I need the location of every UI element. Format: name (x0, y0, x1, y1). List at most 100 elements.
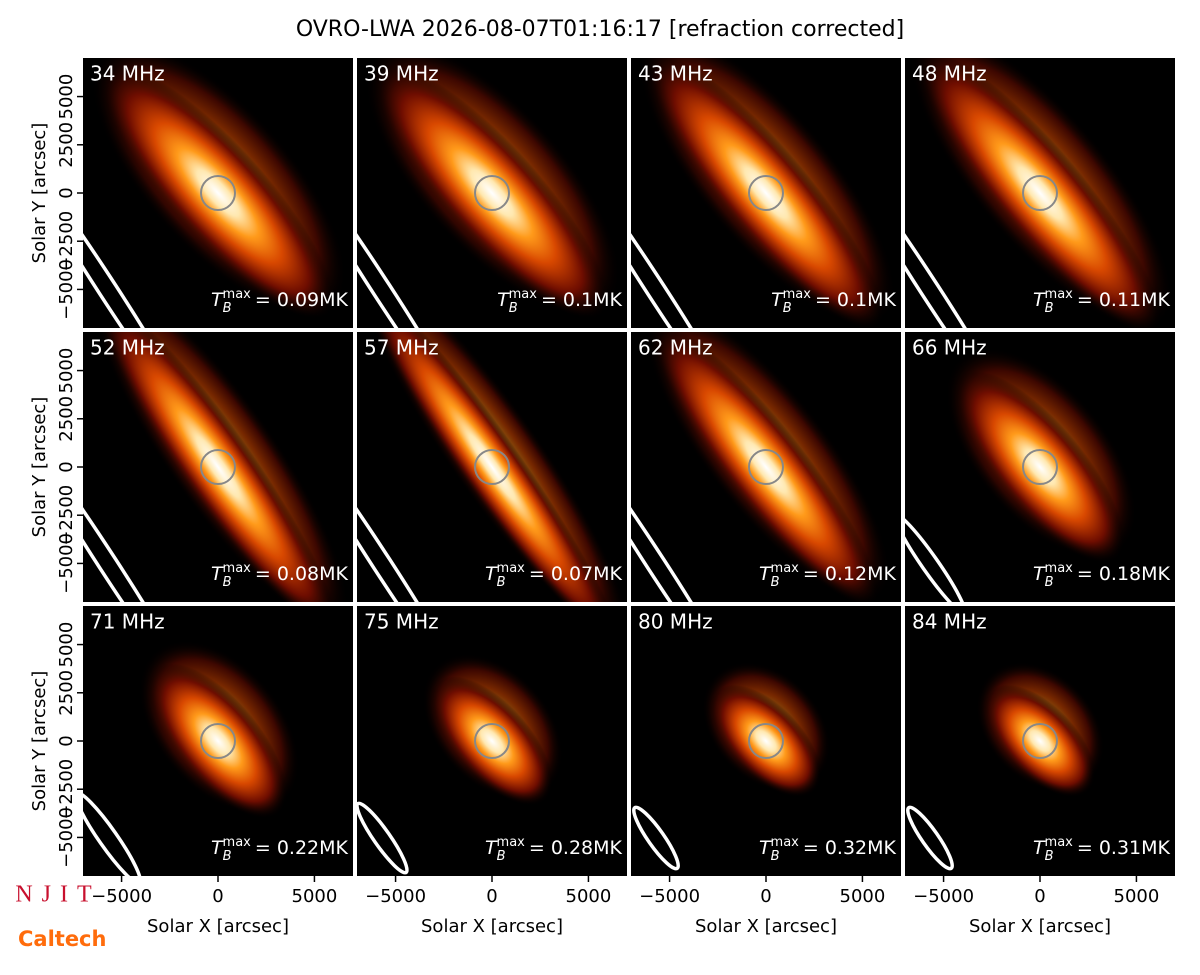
emission (710, 684, 822, 798)
solar-disk (474, 175, 510, 211)
tb-value: = 0.32MK (803, 837, 897, 859)
tb-sup: max (223, 835, 252, 850)
tb-sub: B (223, 575, 232, 590)
panel-title: 52 MHz (90, 336, 165, 360)
tb-annotation: TBmax = 0.22MK (211, 835, 349, 864)
panel-title: 62 MHz (638, 336, 713, 360)
y-tick-label: −5000 (56, 259, 77, 320)
tb-sub: B (223, 301, 232, 316)
solar-disk (200, 449, 236, 485)
tb-sup: max (497, 561, 526, 576)
solar-disk (748, 723, 784, 759)
tb-sup: max (1045, 835, 1074, 850)
tb-annotation: TBmax = 0.31MK (1033, 835, 1171, 864)
tb-symbol: T (1033, 289, 1046, 311)
y-tick-label: 0 (56, 735, 77, 746)
tb-sub: B (509, 301, 518, 316)
emission (955, 370, 1125, 564)
beam (631, 162, 740, 328)
tb-symbol: T (485, 563, 498, 585)
tb-annotation: TBmax = 0.11MK (1033, 287, 1171, 316)
tb-value: = 0.18MK (1077, 563, 1171, 585)
x-tick-label: 0 (212, 886, 223, 907)
beam (631, 436, 740, 602)
y-axis-label: Solar Y [arcsec] (29, 397, 50, 538)
solar-disk (474, 449, 510, 485)
tb-sup: max (771, 561, 800, 576)
x-tick-label: 0 (486, 886, 497, 907)
y-tick-label: −2500 (56, 759, 77, 820)
tb-annotation: TBmax = 0.08MK (211, 561, 349, 590)
beam (906, 805, 954, 871)
x-tick-label: −5000 (913, 886, 974, 907)
tb-sup: max (771, 835, 800, 850)
tb-value: = 0.07MK (529, 563, 623, 585)
x-tick-label: −5000 (91, 886, 152, 907)
tb-symbol: T (1033, 837, 1046, 859)
tb-sub: B (223, 849, 232, 864)
y-tick-label: 5000 (56, 74, 77, 120)
beam (83, 436, 192, 602)
y-tick-label: 0 (56, 187, 77, 198)
solar-disk (200, 175, 236, 211)
panel-title: 80 MHz (638, 610, 713, 634)
panel-title: 71 MHz (90, 610, 165, 634)
y-tick-label: −2500 (56, 211, 77, 272)
tb-value: = 0.1MK (541, 289, 623, 311)
beam (357, 436, 466, 602)
solar-disk (748, 449, 784, 485)
tb-sub: B (1045, 575, 1054, 590)
panel-title: 57 MHz (364, 336, 439, 360)
panel-title: 48 MHz (912, 62, 987, 86)
tb-sub: B (497, 575, 506, 590)
tb-sub: B (783, 301, 792, 316)
x-tick-label: 5000 (1114, 886, 1160, 907)
solar-disk (474, 723, 510, 759)
x-tick-label: −5000 (365, 886, 426, 907)
tb-sup: max (1045, 287, 1074, 302)
beam (83, 162, 192, 328)
tb-sup: max (509, 287, 538, 302)
tb-symbol: T (759, 563, 772, 585)
tb-value: = 0.08MK (255, 563, 349, 585)
panel (83, 58, 353, 328)
emission (919, 58, 1161, 328)
x-tick-label: −5000 (639, 886, 700, 907)
beam (83, 790, 143, 876)
x-tick-label: 0 (1034, 886, 1045, 907)
y-axis-label: Solar Y [arcsec] (29, 123, 50, 264)
y-tick-label: 5000 (56, 348, 77, 394)
panel (631, 58, 901, 328)
emission (101, 66, 335, 320)
panel (905, 332, 1175, 602)
tb-sup: max (497, 835, 526, 850)
y-tick-label: 0 (56, 461, 77, 472)
figure-title: OVRO-LWA 2026-08-07T01:16:17 [refraction… (296, 17, 904, 42)
tb-sup: max (1045, 561, 1074, 576)
tb-annotation: TBmax = 0.07MK (485, 561, 623, 590)
panel (905, 606, 1175, 876)
tb-sup: max (223, 287, 252, 302)
tb-value: = 0.09MK (255, 289, 349, 311)
panel-title: 43 MHz (638, 62, 713, 86)
y-tick-label: −5000 (56, 807, 77, 868)
emission (653, 332, 879, 602)
panel (357, 58, 627, 328)
panel (357, 606, 627, 876)
x-tick-label: 5000 (840, 886, 886, 907)
panel (83, 606, 353, 876)
x-tick-label: 5000 (292, 886, 338, 907)
solar-disk (748, 175, 784, 211)
emission (148, 663, 288, 819)
tb-value: = 0.22MK (255, 837, 349, 859)
panel (631, 332, 901, 602)
tb-annotation: TBmax = 0.32MK (759, 835, 897, 864)
x-axis-label: Solar X [arcsec] (421, 916, 563, 937)
solar-disk (200, 723, 236, 759)
x-tick-label: 5000 (566, 886, 612, 907)
panel (357, 332, 627, 602)
tb-symbol: T (759, 837, 772, 859)
tb-annotation: TBmax = 0.1MK (771, 287, 896, 316)
beam (632, 805, 680, 871)
